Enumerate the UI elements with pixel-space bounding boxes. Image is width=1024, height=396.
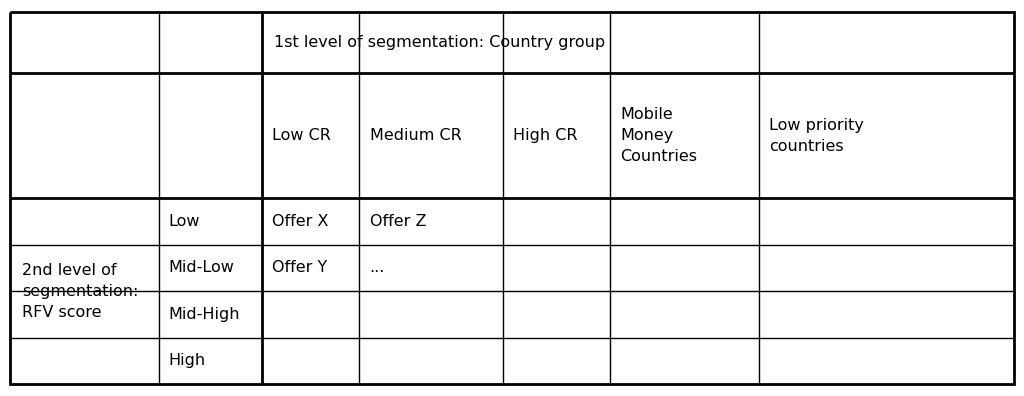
Text: ...: ... <box>370 260 385 275</box>
Text: High CR: High CR <box>513 128 578 143</box>
Text: Offer Y: Offer Y <box>272 260 328 275</box>
Text: Mid-High: Mid-High <box>169 307 241 322</box>
Text: High: High <box>169 353 206 368</box>
Text: Offer Z: Offer Z <box>370 214 426 229</box>
Text: Offer X: Offer X <box>272 214 329 229</box>
Text: Medium CR: Medium CR <box>370 128 461 143</box>
Text: Low priority
countries: Low priority countries <box>769 118 864 154</box>
Text: Mobile
Money
Countries: Mobile Money Countries <box>621 107 697 164</box>
Text: Low: Low <box>169 214 201 229</box>
Text: 1st level of segmentation: Country group: 1st level of segmentation: Country group <box>274 35 605 50</box>
Text: Mid-Low: Mid-Low <box>169 260 234 275</box>
Text: Low CR: Low CR <box>272 128 331 143</box>
Text: 2nd level of
segmentation:
RFV score: 2nd level of segmentation: RFV score <box>23 263 138 320</box>
